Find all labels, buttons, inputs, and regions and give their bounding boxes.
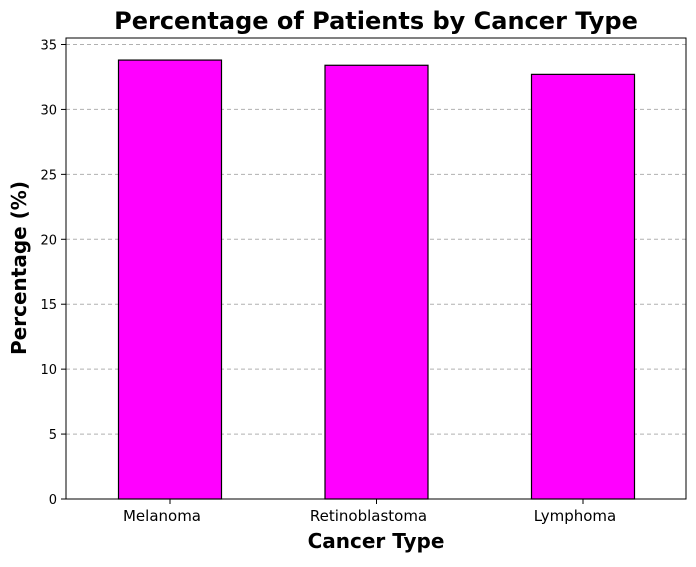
x-ticks: Melanoma Retinoblastoma Lymphoma [123, 499, 616, 525]
y-tick-label: 25 [40, 168, 57, 183]
y-tick-label: 35 [40, 38, 57, 53]
x-tick-label: Retinoblastoma [310, 507, 427, 525]
y-tick-label: 30 [40, 103, 57, 118]
x-tick-label: Lymphoma [534, 507, 616, 525]
y-tick-label: 15 [40, 298, 57, 313]
y-tick-label: 5 [49, 428, 57, 443]
y-tick-label: 0 [49, 493, 57, 508]
bar-lymphoma [530, 73, 636, 500]
chart-title: Percentage of Patients by Cancer Type [114, 7, 638, 35]
x-tick-label: Melanoma [123, 507, 201, 525]
bars [117, 59, 636, 500]
y-tick-label: 10 [40, 363, 57, 378]
x-axis-label: Cancer Type [308, 529, 445, 553]
y-axis-label: Percentage (%) [7, 181, 31, 355]
y-ticks: 0 5 10 15 20 25 30 35 [40, 38, 66, 508]
y-tick-label: 20 [40, 233, 57, 248]
bar-retinoblastoma [324, 64, 429, 500]
bar-melanoma [117, 59, 223, 500]
